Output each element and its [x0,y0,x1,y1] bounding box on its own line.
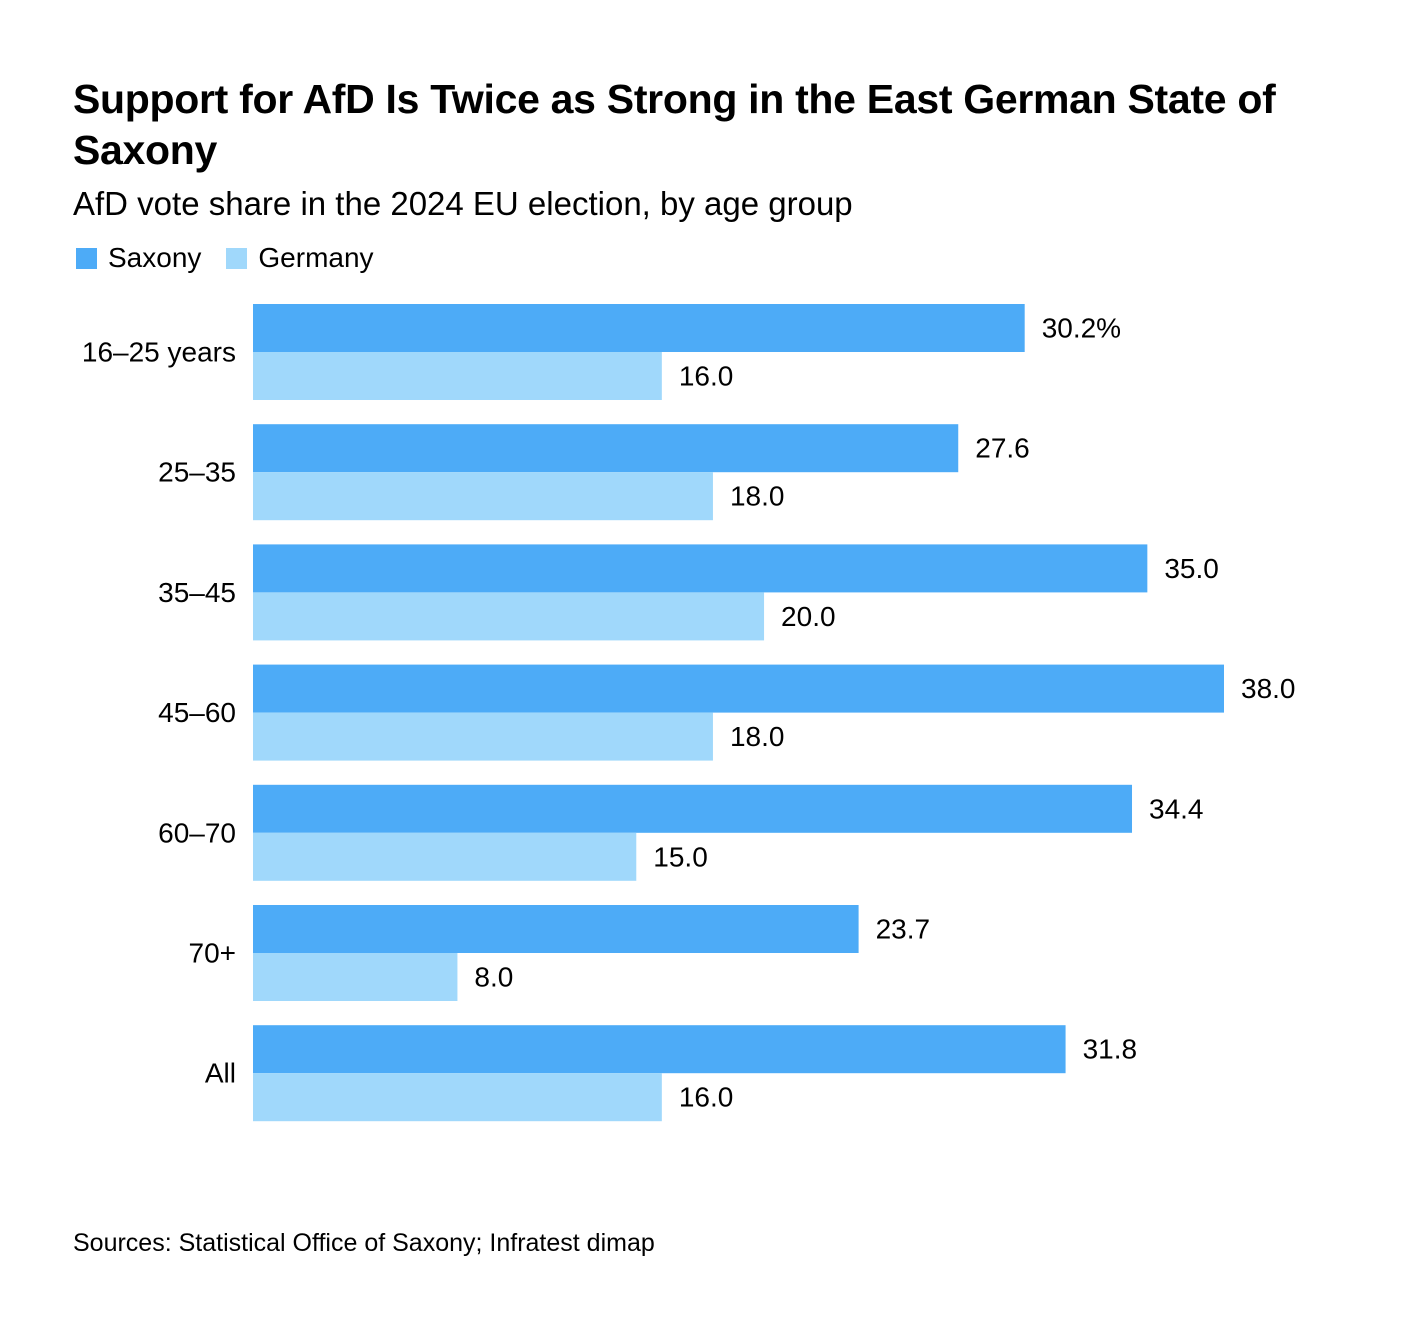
value-label-germany-60-70: 15.0 [653,841,708,872]
value-label-germany-25-35: 18.0 [730,481,785,512]
value-label-germany-35-45: 20.0 [781,601,836,632]
bar-saxony-45-60 [253,664,1224,713]
source-note: Sources: Statistical Office of Saxony; I… [73,1229,655,1257]
value-label-saxony-all: 31.8 [1083,1034,1138,1065]
bar-germany-25-35 [253,472,713,521]
legend: Saxony Germany [76,240,399,276]
category-label-25-35: 25–35 [158,457,236,488]
category-label-all: All [205,1058,236,1089]
legend-item-saxony: Saxony [76,240,201,276]
bar-saxony-25-35 [253,424,959,473]
value-label-germany-all: 16.0 [679,1082,734,1113]
bar-germany-45-60 [253,712,713,761]
value-label-germany-70: 8.0 [474,962,513,993]
value-label-saxony-70: 23.7 [876,914,931,945]
category-label-35-45: 35–45 [158,577,236,608]
value-label-saxony-16-25-years: 30.2% [1042,313,1121,344]
bar-saxony-all [253,1025,1066,1074]
legend-item-germany: Germany [226,240,374,276]
bar-saxony-35-45 [253,544,1148,593]
bar-germany-60-70 [253,832,637,881]
value-label-germany-16-25-years: 16.0 [679,361,734,392]
bar-germany-70 [253,953,458,1001]
category-label-45-60: 45–60 [158,697,236,728]
category-label-70: 70+ [189,938,237,969]
value-label-germany-45-60: 18.0 [730,721,785,752]
legend-label-saxony: Saxony [108,242,202,273]
legend-swatch-saxony [76,247,97,269]
chart-subtitle: AfD vote share in the 2024 EU election, … [73,185,853,222]
bar-germany-all [253,1073,662,1122]
bar-saxony-60-70 [253,784,1133,833]
bar-germany-16-25-years [253,352,662,400]
value-label-saxony-60-70: 34.4 [1149,793,1204,824]
legend-swatch-germany [226,247,248,269]
category-label-16-25-years: 16–25 years [82,337,236,368]
value-label-saxony-45-60: 38.0 [1241,673,1296,704]
value-label-saxony-35-45: 35.0 [1164,553,1219,584]
bar-saxony-70 [253,905,859,953]
bar-saxony-16-25-years [253,304,1025,352]
legend-label-germany: Germany [258,242,374,273]
category-label-60-70: 60–70 [158,817,236,848]
value-label-saxony-25-35: 27.6 [975,433,1030,464]
chart-title: Support for AfD Is Twice as Strong in th… [73,76,1276,173]
bar-germany-35-45 [253,592,765,641]
